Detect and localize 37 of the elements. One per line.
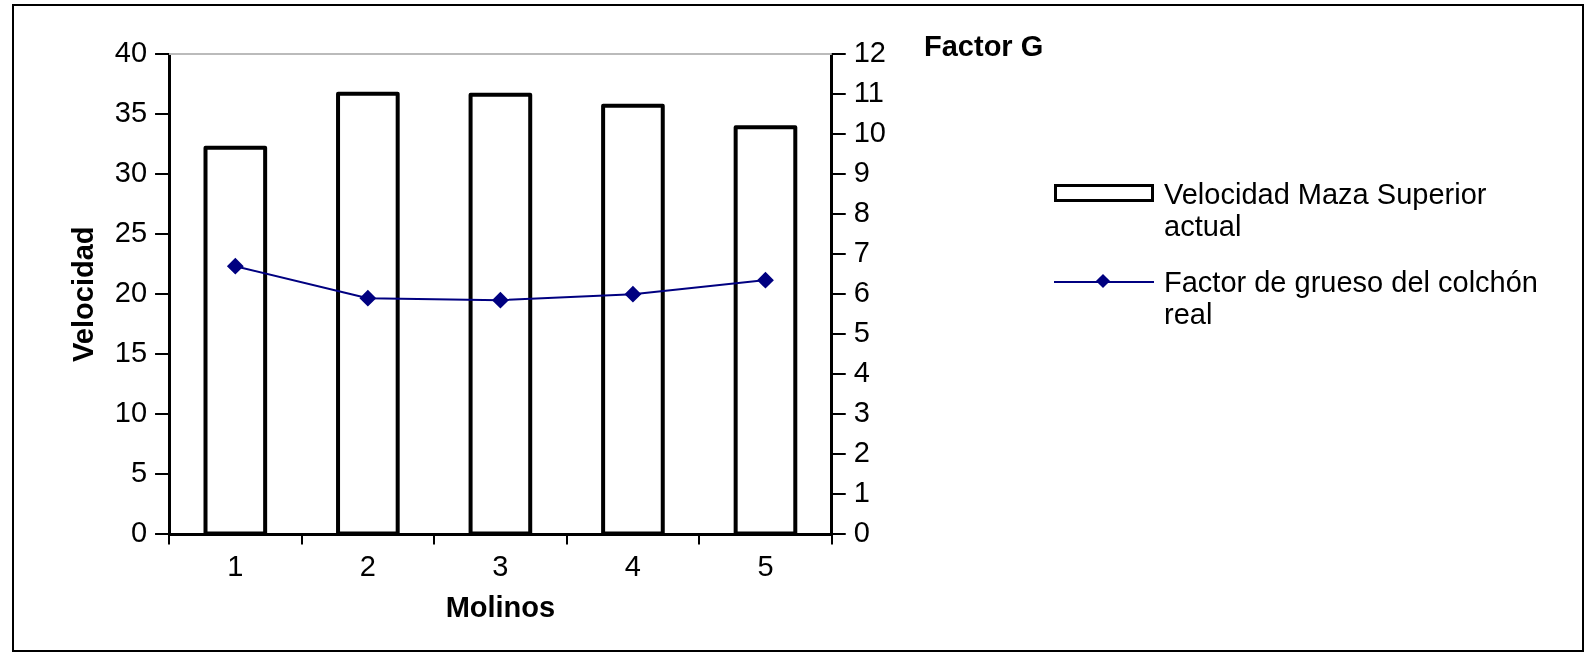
legend-label: Velocidad Maza Superior actual xyxy=(1164,178,1488,242)
y2-tick-label: 1 xyxy=(853,476,870,509)
y-tick-label: 40 xyxy=(114,36,148,68)
y-tick-label: 30 xyxy=(114,156,148,189)
y2-tick-label: 10 xyxy=(853,116,887,149)
x-axis-title: Molinos xyxy=(445,590,556,623)
legend-label: Factor de grueso del colchón real xyxy=(1164,266,1539,330)
y2-tick-label: 8 xyxy=(853,196,870,229)
y-tick-label: 0 xyxy=(130,516,148,549)
y-tick-label: 10 xyxy=(114,396,148,429)
y-tick-label: 15 xyxy=(114,336,148,369)
y2-tick-label: 11 xyxy=(853,76,884,109)
y-tick-label: 5 xyxy=(130,456,148,489)
y-axis-title: Velocidad xyxy=(67,226,100,362)
y-tick-label: 25 xyxy=(114,216,148,249)
y2-tick-label: 9 xyxy=(853,156,870,189)
y2-tick-label: 4 xyxy=(853,356,870,389)
x-tick-label: 4 xyxy=(624,549,642,582)
point xyxy=(492,292,509,309)
point xyxy=(359,290,376,307)
x-tick-label: 5 xyxy=(757,549,774,582)
x-tick-label: 1 xyxy=(227,549,244,582)
y2-tick-label: 5 xyxy=(853,316,870,349)
point xyxy=(227,258,244,275)
y2-tick-label: 6 xyxy=(853,276,870,309)
y2-tick-label: 0 xyxy=(853,516,870,549)
y2-tick-label: 2 xyxy=(853,436,870,469)
y2-tick-label: 12 xyxy=(853,36,887,68)
point xyxy=(757,272,774,289)
x-tick-label: 3 xyxy=(492,549,509,582)
y2-tick-label: 7 xyxy=(853,236,870,269)
y2-tick-label: 3 xyxy=(853,396,870,429)
y-tick-label: 20 xyxy=(114,276,148,309)
y-tick-label: 35 xyxy=(114,96,148,129)
x-tick-label: 2 xyxy=(359,549,376,582)
point xyxy=(624,286,641,303)
y2-axis-title: Factor G xyxy=(924,30,1044,62)
